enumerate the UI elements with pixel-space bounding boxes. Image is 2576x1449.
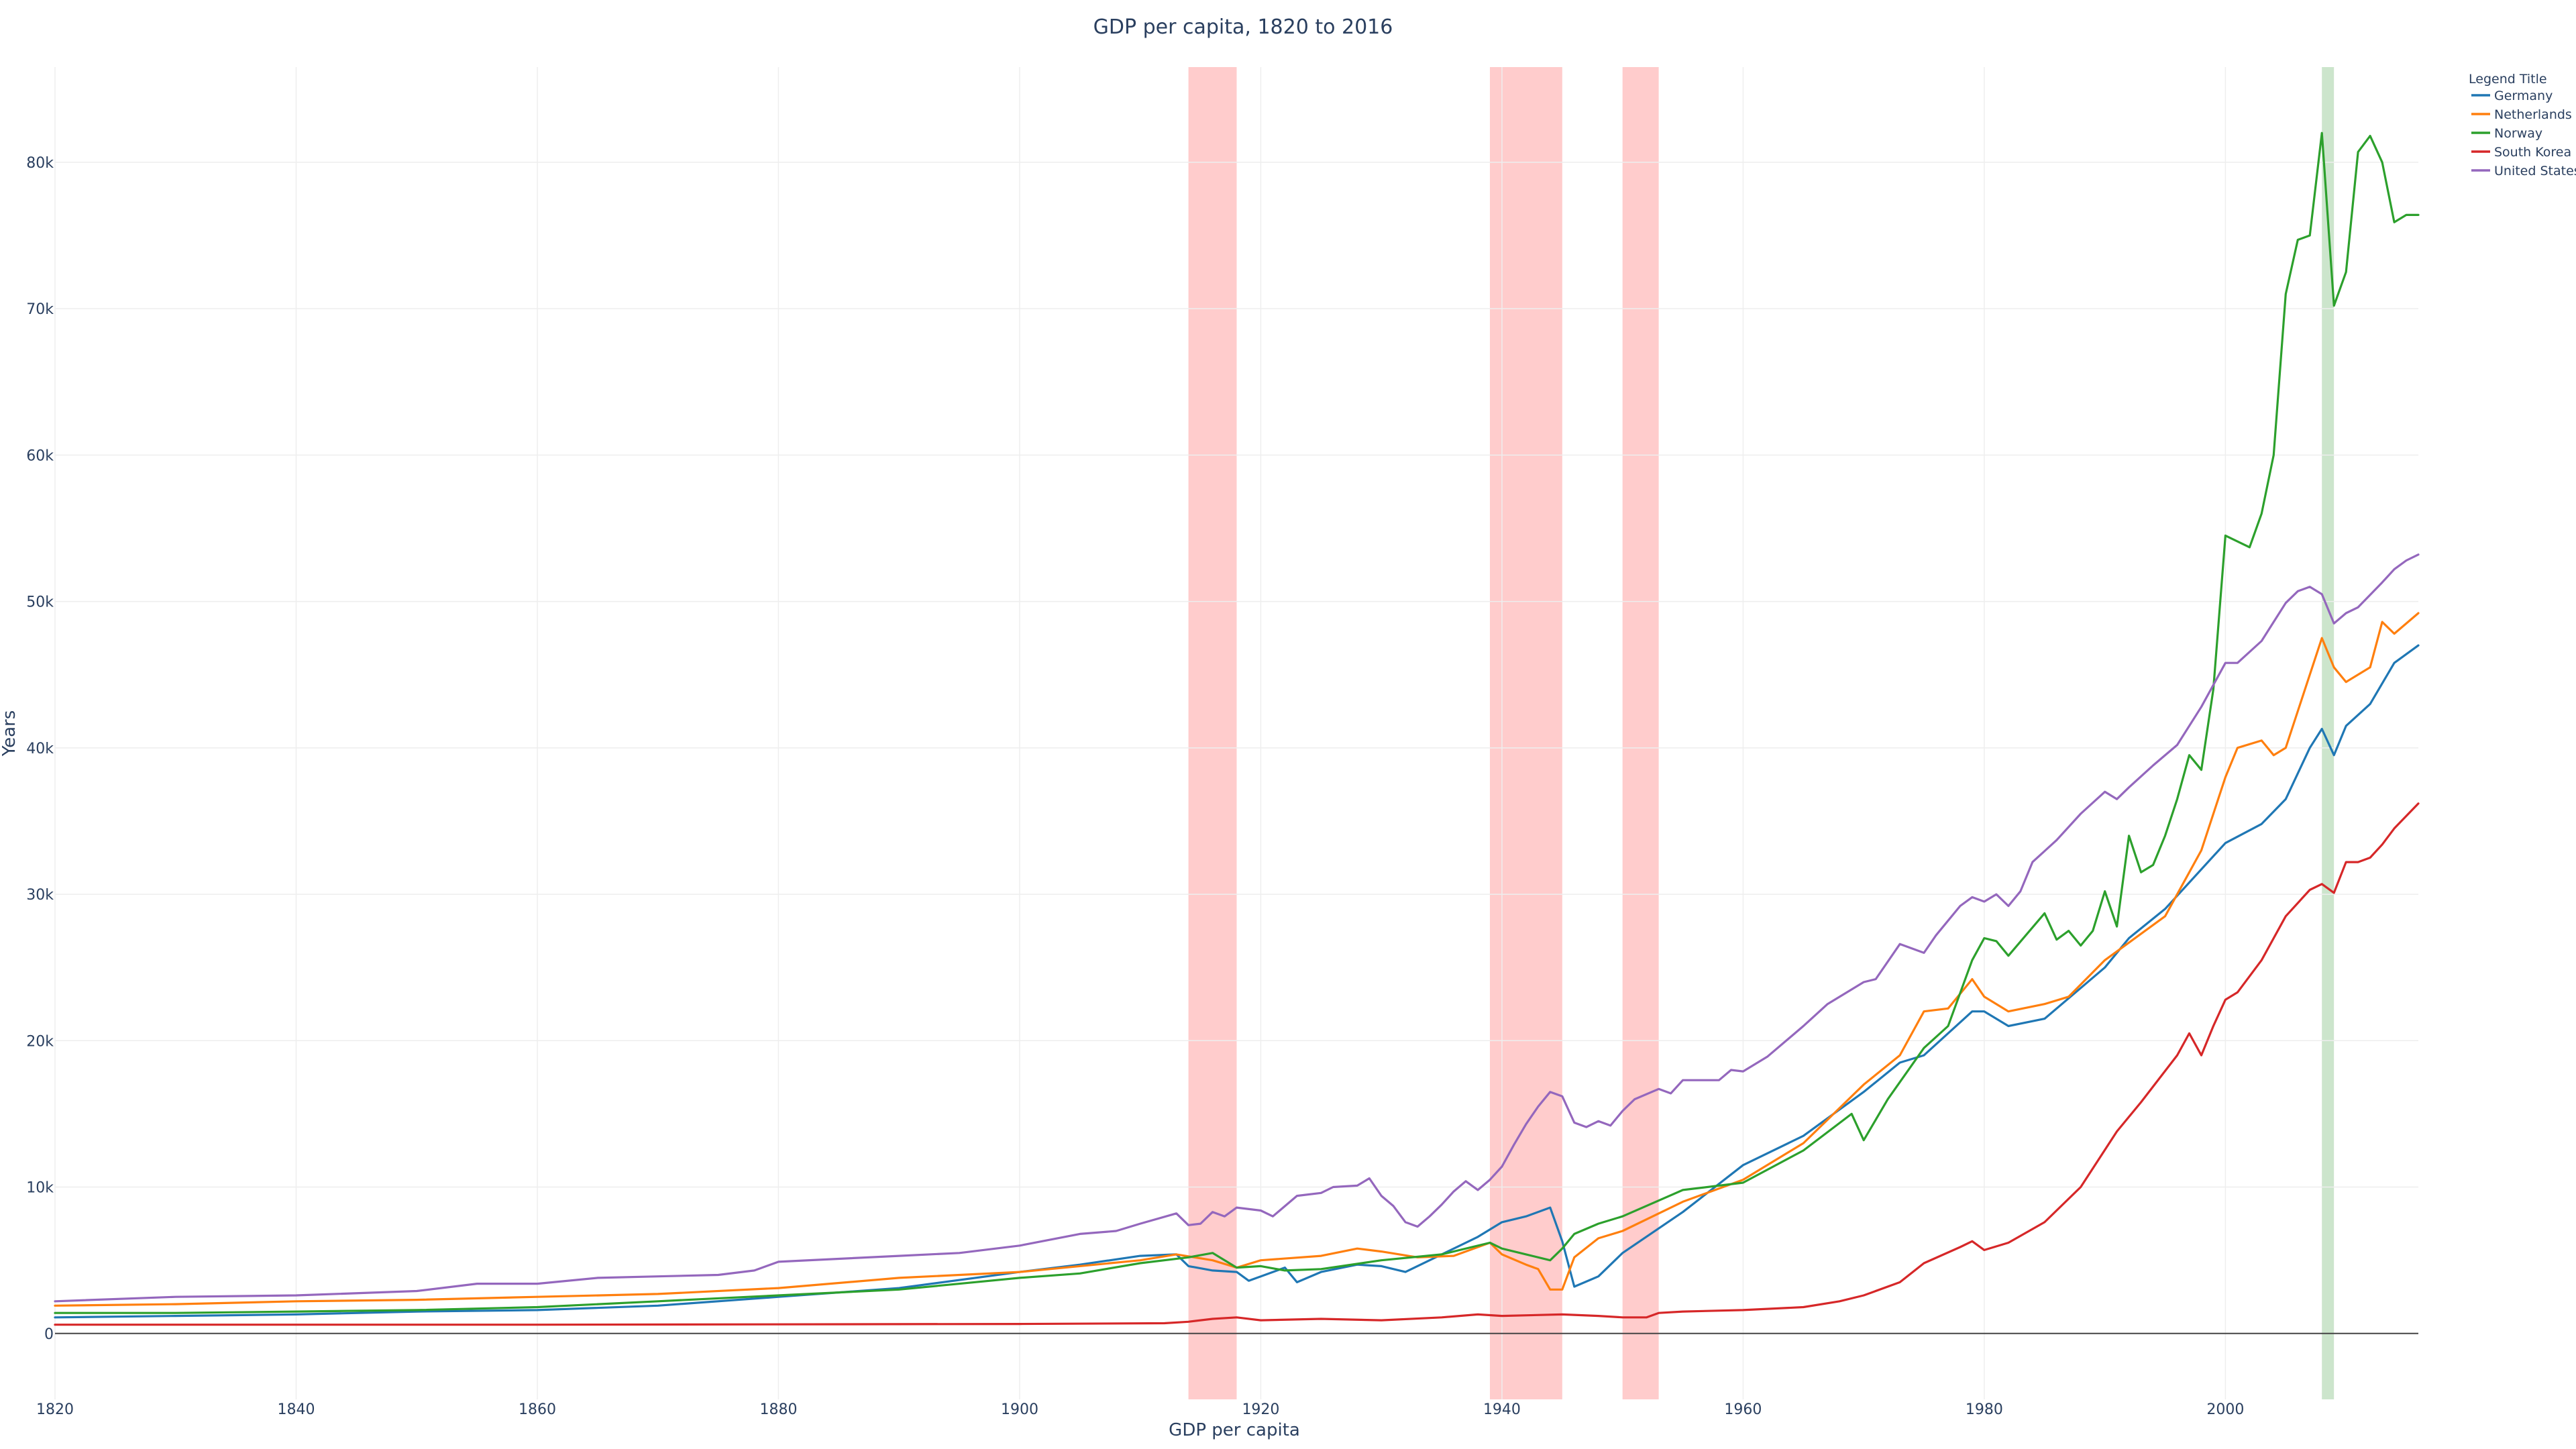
series-line-united-states [54, 553, 2420, 1303]
legend-label: United States [2494, 164, 2576, 178]
legend: Legend Title Germany Netherlands Norway Sou… [2469, 72, 2576, 178]
y-tick-label: 60k [26, 447, 54, 464]
x-tick-label: 1920 [1242, 1401, 1279, 1418]
legend-item[interactable]: Netherlands [2471, 107, 2572, 122]
chart-title: GDP per capita, 1820 to 2016 [1093, 15, 1393, 39]
x-tick-label: 1940 [1483, 1401, 1521, 1418]
x-tick-label: 1820 [36, 1401, 74, 1418]
series-line-norway [54, 131, 2420, 1314]
shaded-range-2 [1489, 67, 1562, 1399]
y-tick-label: 20k [26, 1033, 54, 1050]
legend-item[interactable]: United States [2471, 164, 2576, 178]
x-tick-label: 2000 [2206, 1401, 2244, 1418]
y-tick-label: 10k [26, 1180, 54, 1197]
legend-items: Germany Netherlands Norway South Korea Unite… [2471, 89, 2576, 178]
y-axis-ticks: 0 10k 20k 30k 40k 50k 60k 70k 80k [26, 155, 54, 1343]
grid-layer [54, 67, 2418, 1399]
legend-item[interactable]: Germany [2471, 89, 2553, 103]
series-line-netherlands [54, 612, 2420, 1307]
shaded-range-3 [1622, 67, 1659, 1399]
legend-label: Germany [2494, 89, 2553, 103]
legend-label: Norway [2494, 126, 2542, 141]
series-line-south-korea [54, 802, 2420, 1326]
y-tick-label: 70k [26, 301, 54, 318]
x-tick-label: 1840 [277, 1401, 315, 1418]
x-tick-label: 1980 [1966, 1401, 2003, 1418]
legend-item[interactable]: Norway [2471, 126, 2542, 141]
x-axis-title: GDP per capita [1169, 1420, 1300, 1440]
x-tick-label: 1880 [759, 1401, 797, 1418]
y-tick-label: 40k [26, 741, 54, 757]
y-axis-title: Years [0, 710, 19, 757]
shaded-range-4 [2322, 67, 2334, 1399]
y-tick-label: 50k [26, 594, 54, 611]
legend-label: South Korea [2494, 145, 2571, 160]
series-line-germany [54, 644, 2420, 1319]
y-tick-label: 0 [44, 1326, 54, 1343]
series-layer [54, 131, 2420, 1326]
x-tick-label: 1860 [519, 1401, 556, 1418]
shaded-range-1 [1188, 67, 1237, 1399]
y-tick-label: 80k [26, 155, 54, 172]
shading-layer [1188, 67, 2334, 1399]
x-tick-label: 1900 [1001, 1401, 1038, 1418]
legend-title: Legend Title [2469, 72, 2547, 87]
legend-label: Netherlands [2494, 107, 2572, 122]
legend-item[interactable]: South Korea [2471, 145, 2571, 160]
y-tick-label: 30k [26, 887, 54, 904]
x-tick-label: 1960 [1724, 1401, 1762, 1418]
x-axis-ticks: 1820 1840 1860 1880 1900 1920 1940 1960 1980 2000 [36, 1401, 2244, 1418]
